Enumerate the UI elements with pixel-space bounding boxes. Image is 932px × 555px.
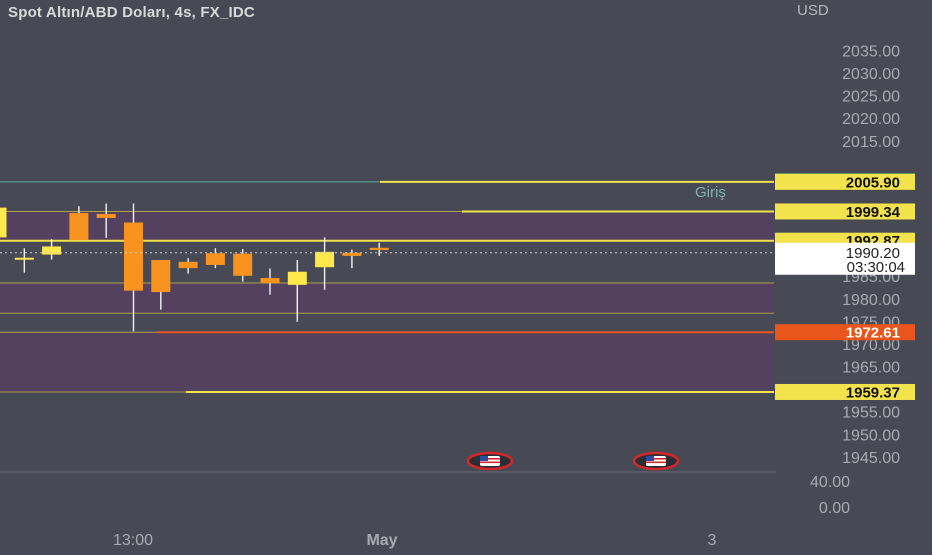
price-badge-bg — [775, 203, 915, 220]
price-badge: 2005.90 — [846, 174, 900, 191]
price-tick-label: 1965.00 — [842, 360, 900, 377]
time-tick-label: May — [366, 532, 397, 549]
price-tick-label: 1955.00 — [842, 405, 900, 422]
candle-body — [233, 253, 253, 276]
us-flag-icon[interactable] — [466, 451, 514, 471]
price-tick-label: 2035.00 — [842, 43, 900, 60]
price-tick-label: 2030.00 — [842, 66, 900, 83]
price-badge-bg — [775, 383, 915, 400]
price-tick-label: 1970.00 — [842, 337, 900, 354]
price-badge-bg — [775, 324, 915, 341]
volume-tick-label: 40.00 — [810, 474, 850, 491]
candle-body — [178, 261, 198, 269]
volume-tick-label: 0.00 — [819, 500, 850, 517]
currency-label: USD — [797, 2, 829, 19]
candle-body — [260, 278, 280, 284]
price-tick-label: 1950.00 — [842, 427, 900, 444]
candle-body — [151, 259, 171, 293]
candle-body — [315, 251, 335, 268]
price-tick-label: 1980.00 — [842, 292, 900, 309]
candle-body — [69, 213, 89, 241]
price-badge: 1972.61 — [846, 325, 900, 342]
price-tick-label: 2015.00 — [842, 134, 900, 151]
last-price-label: 1990.20 — [846, 245, 900, 262]
price-badge: 1959.37 — [846, 384, 900, 401]
candle-body — [124, 222, 143, 291]
candle-body — [42, 246, 62, 255]
price-tick-label: 2020.00 — [842, 111, 900, 128]
price-tick-label: 2025.00 — [842, 89, 900, 106]
chart-title: Spot Altın/ABD Doları, 4s, FX_IDC — [8, 4, 255, 21]
candle-body — [14, 257, 34, 260]
time-tick-label: 13:00 — [113, 532, 153, 549]
price-tick-label: 1945.00 — [842, 450, 900, 467]
candle-body — [0, 207, 7, 238]
entry-label: Giriş — [695, 184, 726, 201]
price-badge: 1999.34 — [846, 204, 901, 221]
time-tick-label: 3 — [708, 532, 717, 549]
candle-body — [369, 247, 389, 251]
us-flag-icon[interactable] — [632, 451, 680, 471]
countdown-label: 03:30:04 — [847, 259, 905, 276]
candle-body — [205, 253, 225, 265]
zone-box — [0, 283, 774, 314]
candle-body — [287, 271, 307, 285]
zone-box — [0, 332, 774, 392]
zone-box — [0, 211, 774, 241]
candle-body — [342, 252, 362, 256]
candle-body — [96, 213, 116, 218]
price-badge-bg — [775, 173, 915, 190]
last-price-badge-bg — [775, 242, 915, 275]
